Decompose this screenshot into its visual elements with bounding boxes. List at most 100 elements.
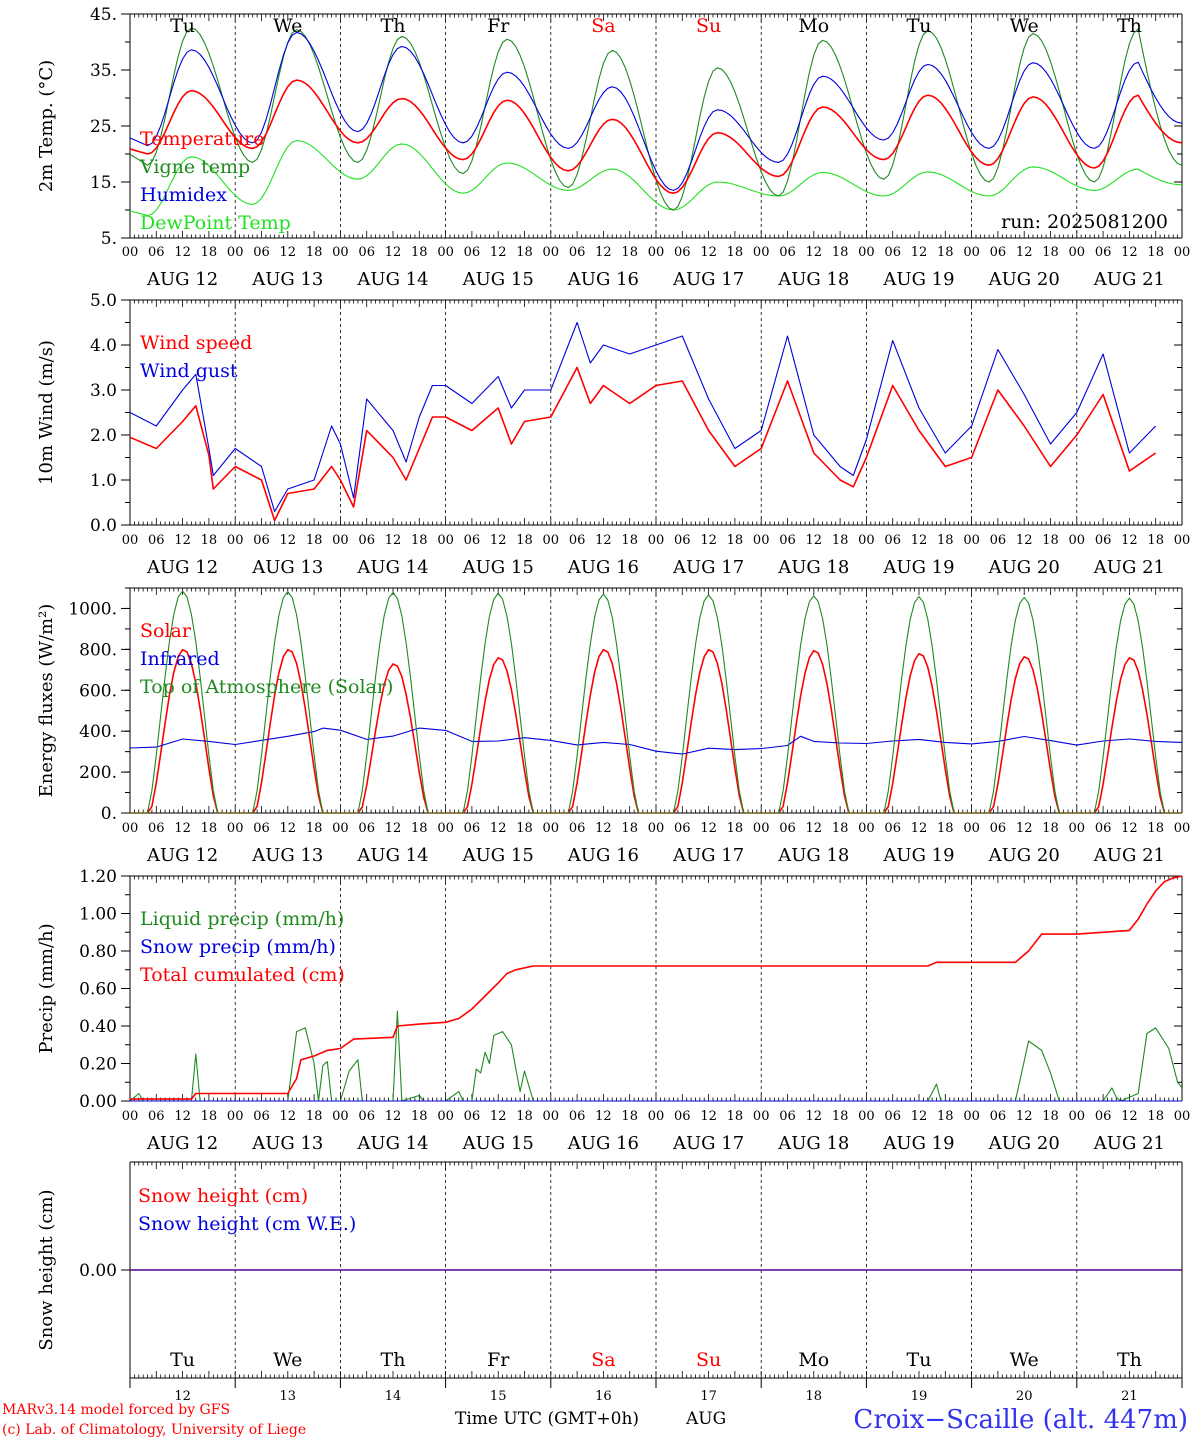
weekday-label-top: Mo [798, 15, 829, 37]
hour-tick-label: 12 [1016, 533, 1033, 548]
day-number-label: 20 [1016, 1389, 1033, 1404]
hour-tick-label: 18 [516, 821, 533, 836]
hour-tick-label: 06 [464, 821, 481, 836]
hour-tick-label: 00 [122, 245, 139, 260]
hour-tick-label: 18 [201, 821, 218, 836]
hour-tick-label: 00 [332, 821, 349, 836]
hour-tick-label: 12 [280, 245, 297, 260]
hour-tick-label: 00 [753, 1109, 770, 1124]
weekday-label-bottom: Su [696, 1349, 721, 1371]
hour-tick-label: 12 [911, 245, 928, 260]
hour-tick-label: 18 [411, 245, 428, 260]
hour-tick-label: 06 [253, 821, 270, 836]
hour-tick-label: 18 [516, 245, 533, 260]
hour-tick-label: 00 [437, 1109, 454, 1124]
hour-tick-label: 00 [122, 821, 139, 836]
hour-tick-label: 06 [674, 821, 691, 836]
hour-tick-label: 00 [648, 1109, 665, 1124]
hour-tick-label: 12 [911, 821, 928, 836]
legend-entry: Vigne temp [139, 156, 250, 178]
weekday-label-bottom: Tu [907, 1349, 932, 1371]
day-label: AUG 19 [882, 269, 954, 290]
weekday-label-bottom: Sa [591, 1349, 615, 1371]
legend-entry: Solar [140, 620, 192, 642]
day-label: AUG 16 [567, 269, 639, 290]
legend-entry: Top of Atmosphere (Solar) [140, 676, 393, 698]
x-axis-title: Time UTC (GMT+0h) [455, 1409, 639, 1429]
weekday-label-top: We [1010, 15, 1039, 37]
day-label: AUG 20 [988, 1133, 1060, 1154]
hour-tick-label: 12 [1121, 1109, 1138, 1124]
weekday-label-top: Th [1117, 15, 1142, 37]
panel-precip-series [130, 875, 1182, 1102]
hour-tick-label: 00 [1069, 1109, 1086, 1124]
day-label: AUG 16 [567, 1133, 639, 1154]
weekday-label-bottom: Th [1117, 1349, 1142, 1371]
hour-tick-label: 18 [201, 245, 218, 260]
hour-tick-label: 12 [385, 821, 402, 836]
y-tick-label: 0.40 [79, 1017, 117, 1037]
hour-tick-label: 06 [779, 821, 796, 836]
weekday-label-top: We [273, 15, 302, 37]
hour-tick-label: 12 [700, 533, 717, 548]
day-label: AUG 12 [146, 845, 218, 866]
hour-tick-label: 18 [1042, 1109, 1059, 1124]
day-label: AUG 18 [777, 269, 849, 290]
day-label: AUG 18 [777, 845, 849, 866]
hour-tick-label: 18 [832, 533, 849, 548]
hour-tick-label: 06 [990, 533, 1007, 548]
panel-2-frame [129, 587, 1183, 814]
legend-entry: Snow height (cm) [138, 1185, 308, 1207]
weekday-label-top: Sa [591, 15, 615, 37]
series-line-total-cumulated-cm- [130, 875, 1182, 1100]
hour-tick-label: 00 [1069, 533, 1086, 548]
hour-tick-label: 18 [306, 821, 323, 836]
hour-tick-label: 00 [227, 1109, 244, 1124]
weekday-label-bottom: Fr [487, 1349, 510, 1371]
hour-tick-label: 00 [227, 245, 244, 260]
hour-tick-label: 18 [1042, 245, 1059, 260]
hour-tick-label: 00 [1069, 821, 1086, 836]
weekday-label-bottom: We [1010, 1349, 1039, 1371]
day-label: AUG 19 [882, 1133, 954, 1154]
weekday-label-bottom: Th [381, 1349, 406, 1371]
y-tick-label: 5. [101, 229, 117, 249]
hour-tick-label: 06 [990, 1109, 1007, 1124]
panel-1-frame [129, 299, 1183, 526]
hour-tick-label: 12 [700, 821, 717, 836]
hour-tick-label: 18 [621, 245, 638, 260]
hour-tick-label: 06 [148, 1109, 165, 1124]
y-tick-label: 45. [90, 5, 117, 25]
hour-tick-label: 18 [727, 821, 744, 836]
hour-tick-label: 06 [148, 533, 165, 548]
legend-entry: Temperature [140, 128, 264, 150]
hour-tick-label: 12 [1121, 821, 1138, 836]
hour-tick-label: 12 [1016, 245, 1033, 260]
hour-tick-label: 12 [911, 1109, 928, 1124]
y-tick-label: 0.80 [79, 942, 117, 962]
model-credit: MARv3.14 model forced by GFS [2, 1402, 230, 1418]
day-label: AUG 15 [462, 557, 534, 578]
day-label: AUG 21 [1093, 269, 1165, 290]
weekday-label-bottom: Mo [798, 1349, 829, 1371]
day-label: AUG 19 [882, 845, 954, 866]
hour-tick-label: 18 [1147, 533, 1164, 548]
hour-tick-label: 06 [884, 533, 901, 548]
y-tick-label: 0.20 [79, 1055, 117, 1075]
hour-tick-label: 00 [648, 533, 665, 548]
series-line-humidex [130, 31, 1182, 191]
hour-tick-label: 00 [753, 533, 770, 548]
hour-tick-label: 18 [516, 1109, 533, 1124]
hour-tick-label: 12 [806, 245, 823, 260]
hour-tick-label: 06 [253, 533, 270, 548]
hour-tick-label: 06 [674, 533, 691, 548]
y-tick-label: 15. [90, 173, 117, 193]
y-tick-label: 4.0 [90, 336, 117, 356]
hour-tick-label: 18 [937, 1109, 954, 1124]
hour-tick-label: 12 [490, 245, 507, 260]
day-label: AUG 21 [1093, 557, 1165, 578]
day-label: AUG 18 [777, 557, 849, 578]
y-tick-label: 1.20 [79, 867, 117, 887]
hour-tick-label: 00 [437, 245, 454, 260]
